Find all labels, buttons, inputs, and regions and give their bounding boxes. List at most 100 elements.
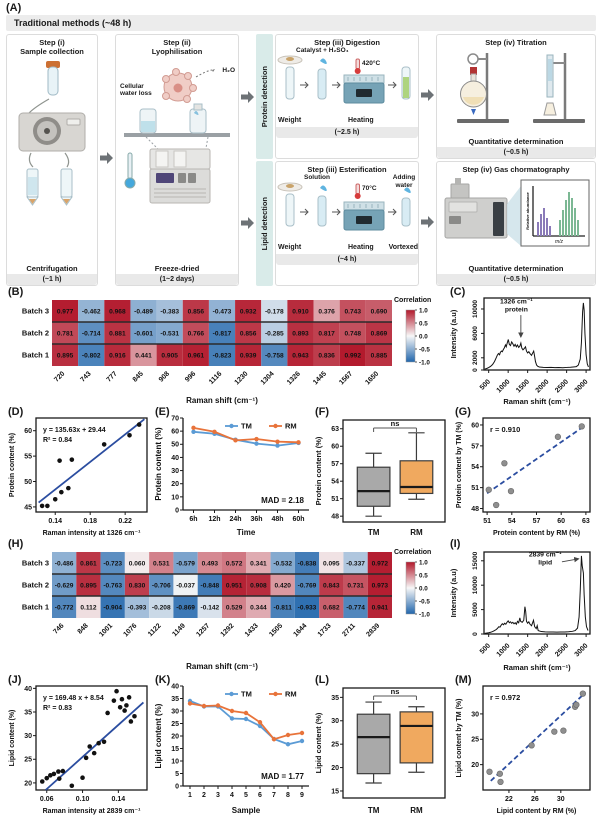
- svg-text:Raman shift (cm⁻¹): Raman shift (cm⁻¹): [186, 396, 258, 405]
- svg-text:Batch 3: Batch 3: [22, 559, 49, 568]
- svg-text:Lipid content (%): Lipid content (%): [314, 712, 323, 773]
- svg-text:2839: 2839: [365, 622, 381, 638]
- gc-art: Relative abundance m/z: [441, 174, 591, 255]
- svg-text:0.341: 0.341: [250, 560, 267, 567]
- svg-text:1500: 1500: [515, 378, 531, 394]
- svg-text:0.0: 0.0: [419, 585, 428, 592]
- svg-text:-0.706: -0.706: [152, 582, 171, 589]
- svg-text:0.18: 0.18: [83, 518, 97, 525]
- svg-text:-0.763: -0.763: [103, 582, 122, 589]
- svg-text:0.5: 0.5: [419, 572, 428, 579]
- svg-text:60: 60: [24, 428, 32, 435]
- svg-text:60: 60: [171, 429, 179, 436]
- gc-time: (~0.5 h): [437, 274, 595, 285]
- svg-text:1326: 1326: [286, 370, 302, 386]
- svg-text:0.910: 0.910: [292, 308, 309, 315]
- svg-text:-0.462: -0.462: [82, 308, 101, 315]
- svg-text:0.5: 0.5: [419, 320, 428, 327]
- heatmap-lipid-svg: -0.486 0.861 -0.723 0.060 0.531 -0.579 0.493 0.…: [22, 549, 431, 671]
- panel-f-box-protein: (F) 48 51 54 57 60 63 Protein content (%) TM RM n…: [313, 406, 453, 538]
- svg-text:36h: 36h: [250, 516, 262, 523]
- svg-text:1292: 1292: [220, 622, 236, 638]
- svg-text:40: 40: [171, 455, 179, 462]
- svg-text:Raman shift (cm⁻¹): Raman shift (cm⁻¹): [503, 397, 571, 406]
- svg-text:0: 0: [472, 368, 479, 372]
- svg-text:0.895: 0.895: [80, 582, 97, 589]
- step-ii-time: (1~2 days): [116, 274, 238, 285]
- svg-text:40: 40: [24, 686, 32, 693]
- svg-text:Batch 2: Batch 2: [22, 581, 49, 590]
- svg-text:10: 10: [171, 758, 179, 765]
- svg-text:0.977: 0.977: [57, 308, 74, 315]
- svg-text:ns: ns: [391, 687, 400, 696]
- svg-text:24h: 24h: [229, 516, 241, 523]
- svg-text:20: 20: [171, 481, 179, 488]
- svg-text:0.992: 0.992: [345, 352, 362, 359]
- svg-text:Correlation: Correlation: [394, 549, 431, 556]
- boxplot-lipid-svg: 15 20 25 30 35 Lipid content (%) TM RM ns: [314, 687, 446, 815]
- svg-text:30: 30: [557, 796, 565, 803]
- svg-text:1304: 1304: [260, 370, 276, 386]
- svg-text:0.961: 0.961: [188, 352, 205, 359]
- step-iii-esterification-box: Step (iii) Esterification Solution 70°C …: [275, 161, 419, 286]
- svg-text:26: 26: [531, 796, 539, 803]
- step-iv-gc-box: Step (iv) Gas chormatography: [436, 161, 596, 286]
- panel-c-spectrum-protein: (C) 500 1000 1500 2000 2500 3000 0 2000 6000 1000…: [448, 286, 596, 406]
- arrow-right-icon: [241, 91, 254, 103]
- svg-text:Lipid content (%): Lipid content (%): [9, 710, 16, 767]
- scatter-lipid-svg: 0.06 0.10 0.14 20 25 30 35 40 Raman intensity at…: [9, 685, 148, 815]
- svg-text:0.529: 0.529: [226, 604, 243, 611]
- digestion-temp: 420°C: [362, 60, 381, 68]
- svg-text:1149: 1149: [171, 622, 187, 638]
- panel-label-g: (G): [455, 406, 471, 418]
- heating-label: Heating: [348, 244, 374, 252]
- titration-time: (~0.5 h): [437, 147, 595, 158]
- panel-b-heatmap-protein: (B) 0.977 -0.462 0.968 -0.489 -0.383 0.856 -0.…: [6, 286, 446, 406]
- svg-text:-0.473: -0.473: [213, 308, 232, 315]
- svg-text:2000: 2000: [535, 378, 551, 394]
- svg-text:0.968: 0.968: [109, 308, 126, 315]
- svg-text:1567: 1567: [338, 370, 354, 386]
- svg-text:0.22: 0.22: [118, 518, 132, 525]
- svg-text:1000: 1000: [496, 378, 512, 394]
- svg-text:3000: 3000: [574, 642, 590, 658]
- svg-text:57: 57: [331, 461, 339, 468]
- svg-text:57: 57: [471, 443, 479, 450]
- svg-text:720: 720: [53, 370, 66, 383]
- svg-text:777: 777: [106, 370, 119, 383]
- svg-text:15: 15: [171, 746, 179, 753]
- esterification-time: (~4 h): [276, 254, 418, 266]
- svg-text:0.893: 0.893: [292, 330, 309, 337]
- panel-label-j: (J): [8, 674, 22, 686]
- svg-text:Protein content by RM (%): Protein content by RM (%): [493, 530, 580, 537]
- svg-text:1122: 1122: [147, 622, 163, 638]
- svg-text:1733: 1733: [317, 622, 333, 638]
- step-ii-box: Step (ii) Lyophilisation Cellular water l…: [115, 34, 239, 286]
- svg-text:25: 25: [471, 737, 479, 744]
- titration-art: [441, 47, 591, 130]
- titration-icons: [457, 53, 585, 124]
- svg-text:60: 60: [331, 444, 339, 451]
- panel-label-h: (H): [8, 538, 24, 550]
- svg-text:Intensity (a.u): Intensity (a.u): [449, 568, 458, 617]
- svg-text:0.572: 0.572: [226, 560, 243, 567]
- svg-text:0.531: 0.531: [153, 560, 170, 567]
- panel-k-line-lipid: (K) 0 5 10 15 20 25 30 35 40 1 2 3 4 5 6 7 8 9 Sample Lipid…: [153, 674, 313, 816]
- panel-label-m: (M): [455, 674, 472, 686]
- svg-text:45: 45: [24, 504, 32, 511]
- svg-text:-0.758: -0.758: [265, 352, 284, 359]
- titration-title: Step (iv) Titration: [485, 38, 547, 47]
- svg-text:Batch 1: Batch 1: [22, 603, 49, 612]
- digestion-icons: [277, 55, 411, 104]
- panel-label-c: (C): [450, 286, 466, 298]
- svg-text:1: 1: [188, 792, 192, 799]
- svg-text:2839 cm⁻¹: 2839 cm⁻¹: [529, 551, 562, 558]
- cell-icon: [162, 67, 197, 103]
- svg-text:20: 20: [171, 733, 179, 740]
- svg-text:35: 35: [331, 695, 339, 702]
- svg-text:0.939: 0.939: [240, 352, 257, 359]
- panel-label-i: (I): [450, 538, 461, 550]
- svg-text:20: 20: [331, 765, 339, 772]
- svg-text:-0.838: -0.838: [298, 560, 317, 567]
- svg-text:protein: protein: [505, 306, 528, 313]
